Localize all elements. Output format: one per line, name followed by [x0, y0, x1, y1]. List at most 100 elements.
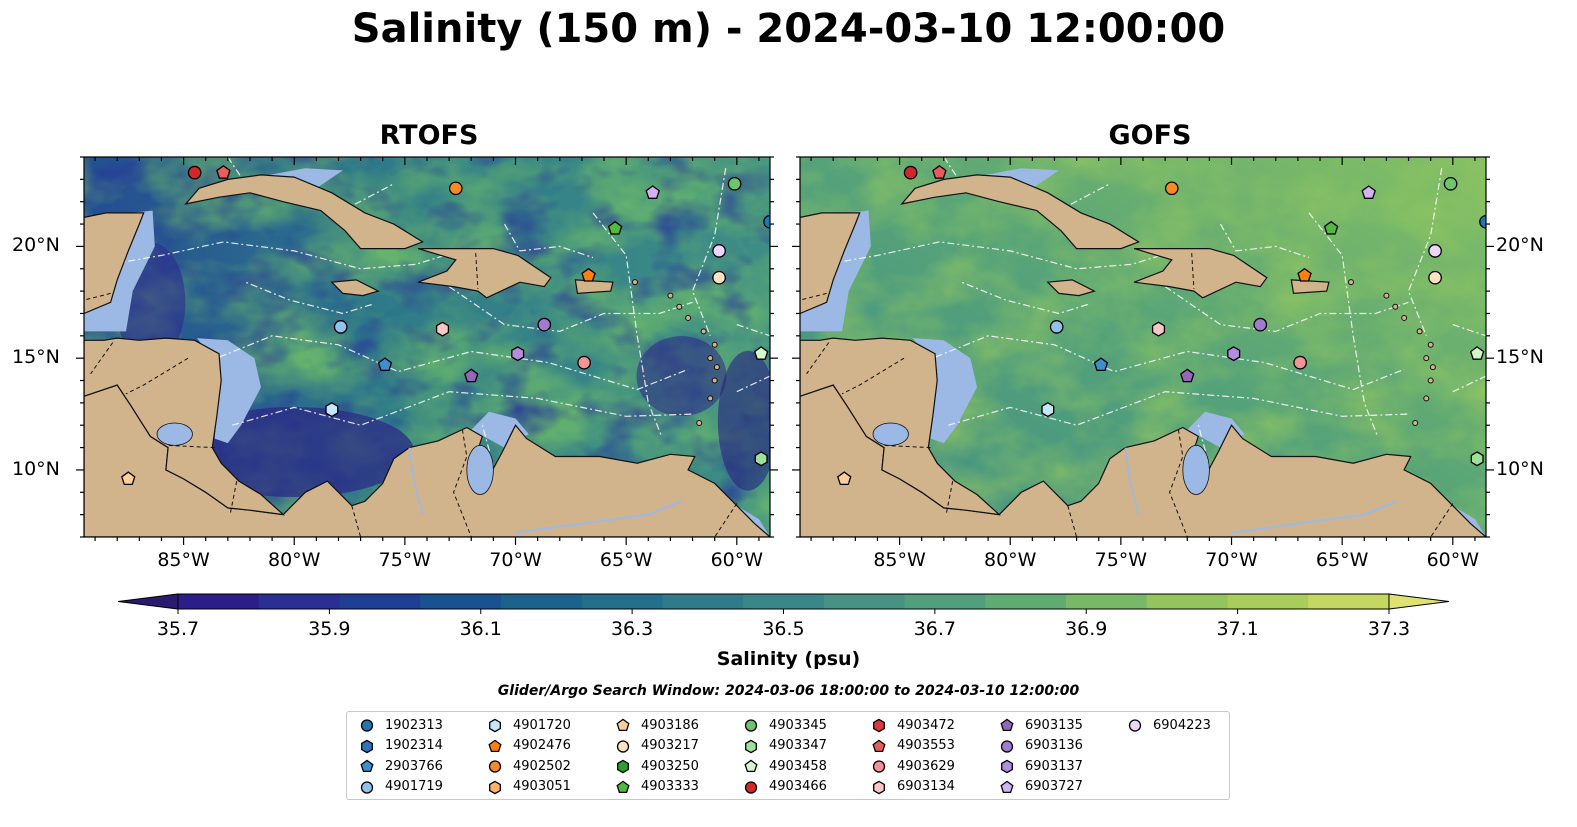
gofs-land-jam: [1046, 279, 1096, 297]
legend-entry-4903333: 4903333: [615, 777, 699, 797]
rtofs-boundary-line: [84, 241, 445, 270]
float-4903186-marker: [121, 471, 136, 486]
gofs-boundary-line: [1219, 223, 1310, 259]
float-4903345-marker: [1443, 176, 1458, 191]
legend-entry-4903051: 4903051: [487, 777, 571, 797]
legend-1902314-marker: [361, 739, 373, 753]
circle-marker-icon: [744, 780, 758, 794]
legend-label: 4903333: [641, 779, 699, 794]
rtofs-land-cuba: [184, 174, 424, 250]
colorbar-segment: [1066, 594, 1148, 609]
legend-4903051-marker: [489, 780, 501, 794]
rtofs-boundary-line: [232, 391, 693, 426]
float-4903333-marker: [607, 220, 623, 235]
float-6903134-marker: [1151, 321, 1166, 337]
legend-label: 6903135: [1025, 717, 1083, 733]
legend-4903333-marker: [616, 780, 630, 793]
colorbar-segment: [662, 594, 744, 609]
legend-entry-4903553: 4903553: [871, 736, 955, 756]
gofs-boundary-line: [948, 391, 1409, 426]
main-title: Salinity (150 m) - 2024-03-10 12:00:00: [351, 6, 1226, 52]
gofs-boundary-line: [1308, 212, 1379, 437]
legend-label: 4903217: [641, 738, 699, 753]
float-6903136-marker: [537, 317, 552, 332]
rtofs-boundary-line: [736, 324, 770, 337]
colorbar-tick-label: 35.7: [156, 618, 200, 640]
circle-marker-icon: [360, 780, 374, 794]
rtofs-lat-tick-label: 20°N: [12, 234, 60, 257]
legend-label: 4902476: [513, 738, 571, 753]
gofs-boundary-line: [1452, 375, 1486, 393]
float-4902502-marker: [1164, 181, 1179, 196]
circle-marker-icon: [360, 719, 374, 732]
hexagon-marker-icon: [489, 780, 501, 794]
gofs-lon-tick-label: 80°W: [983, 549, 1037, 571]
legend-entry-6903135: 6903135: [999, 715, 1083, 735]
legend-1902313-marker: [360, 719, 374, 732]
float-6903137-marker: [511, 346, 525, 362]
legend-entry-4901720: 4901720: [487, 715, 571, 735]
legend-label: 4901719: [385, 779, 443, 794]
legend-4903629-marker: [872, 760, 886, 773]
legend-label: 4902502: [513, 758, 571, 774]
gofs-land-pr: [1290, 279, 1330, 295]
rtofs-boundary-line: [503, 223, 594, 259]
legend-4903250-marker: [617, 759, 629, 774]
rtofs-lon-tick-label: 60°W: [710, 549, 764, 571]
legend-label: 4903051: [513, 779, 571, 794]
float-legend: 1902313 1902314 2903766 4901719 4901720 49024…: [346, 711, 1230, 800]
legend-entry-4903345: 4903345: [743, 715, 827, 735]
legend-4903186-marker: [616, 718, 630, 732]
rtofs-lon-tick-label: 75°W: [378, 549, 432, 571]
legend-label: 4901720: [513, 717, 571, 733]
rtofs-land-hisp: [417, 248, 552, 299]
gofs-lon-tick-label: 85°W: [873, 549, 926, 571]
colorbar-tick-label: 35.9: [308, 618, 351, 640]
gofs-lon-tick-label: 75°W: [1094, 549, 1148, 571]
pentagon-marker-icon: [488, 739, 502, 752]
gofs-lon-tick-label: 60°W: [1426, 549, 1480, 571]
hexagon-marker-icon: [1001, 759, 1013, 774]
legend-entry-4903217: 4903217: [615, 736, 699, 756]
colorbar-tick-label: 36.5: [762, 618, 805, 640]
legend-entry-4902476: 4902476: [487, 736, 571, 756]
legend-entry-4902502: 4902502: [487, 756, 571, 776]
legend-entry-6903136: 6903136: [999, 736, 1083, 756]
legend-6903135-marker: [1000, 718, 1014, 732]
legend-label: 6903727: [1025, 779, 1083, 794]
float-4903217-marker: [1428, 270, 1442, 285]
float-6903137-marker: [1227, 346, 1241, 362]
float-4903345-marker: [727, 176, 742, 191]
rtofs-land-pr: [574, 279, 614, 295]
rtofs-boundary-line: [736, 375, 770, 393]
circle-marker-icon: [616, 739, 630, 753]
float-4903186-marker: [837, 471, 852, 486]
float-4901719-marker: [1049, 320, 1064, 334]
hexagon-marker-icon: [873, 718, 885, 733]
legend-4903345-marker: [744, 719, 758, 732]
colorbar-extend-max: [1388, 593, 1450, 610]
float-4901719-marker: [333, 320, 348, 334]
gofs-land-yuc: [800, 212, 861, 315]
gofs-boundary-line: [1407, 168, 1443, 337]
legend-4902502-marker: [488, 760, 502, 773]
rtofs-boundary-line: [691, 168, 727, 337]
colorbar-segment: [823, 594, 906, 609]
legend-4903217-marker: [616, 739, 630, 753]
float-4902502-marker: [448, 181, 463, 196]
gofs-land-cuba: [900, 174, 1140, 250]
gofs-boundary-line: [1164, 286, 1409, 333]
float-4901720-marker: [325, 402, 339, 418]
rtofs-boundary-line: [592, 212, 663, 437]
legend-entry-1902313: 1902313: [359, 715, 443, 735]
float-4903466-marker: [903, 165, 918, 180]
legend-4903466-marker: [744, 780, 758, 794]
legend-label: 4903466: [769, 779, 827, 794]
colorbar-segment: [1308, 594, 1390, 609]
float-1902313-marker: [1479, 214, 1486, 229]
legend-6903134-marker: [873, 780, 885, 794]
legend-label: 2903766: [385, 758, 443, 774]
colorbar-tick-label: 37.3: [1367, 618, 1411, 640]
float-6903727-marker: [645, 185, 660, 199]
legend-4903553-marker: [872, 739, 886, 752]
